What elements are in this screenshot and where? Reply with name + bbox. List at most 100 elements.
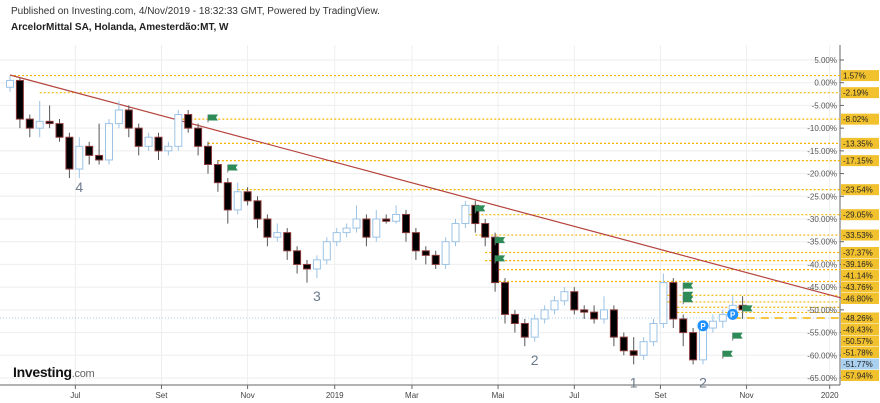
candle-body: [372, 218, 381, 238]
candle: [619, 332, 628, 356]
candle-body: [342, 227, 351, 234]
candle-body: [402, 213, 410, 234]
level-label-bg: [841, 258, 879, 270]
candle-body: [312, 259, 321, 270]
level-label-bg: [841, 281, 879, 293]
flag-icon: [722, 350, 733, 357]
y-tick-label: -15.00%: [807, 147, 837, 156]
candle-body: [530, 318, 539, 338]
candle-body: [144, 136, 153, 147]
candle-body: [520, 322, 529, 338]
candle-body: [85, 145, 94, 156]
level-label-bg: [841, 312, 879, 324]
candle: [213, 159, 222, 192]
y-tick-label: -60.00%: [807, 351, 837, 360]
candle-body: [283, 232, 292, 252]
candle-body: [629, 350, 638, 356]
level-label-bg: [841, 229, 879, 241]
candle-body: [243, 191, 252, 202]
candle: [421, 246, 430, 265]
candle: [510, 309, 519, 333]
candle: [669, 278, 678, 329]
level-label: -2.19%: [843, 89, 868, 98]
level-label: -48.26%: [843, 314, 873, 323]
level-label: -29.05%: [843, 211, 873, 220]
candle-body: [263, 218, 272, 238]
candle: [392, 205, 401, 224]
candle-body: [124, 109, 133, 129]
y-tick-label: -20.00%: [807, 170, 837, 179]
candle: [461, 200, 470, 229]
candle-body: [105, 123, 113, 161]
candle-body: [600, 309, 608, 320]
investing-logo: Investing.com: [13, 364, 95, 380]
level-label-bg: [841, 347, 879, 358]
candle: [144, 132, 153, 151]
x-tick-label: Mai: [492, 391, 505, 400]
candle-body: [213, 163, 222, 184]
candle-body: [164, 145, 173, 152]
candle: [560, 287, 569, 306]
candle: [322, 237, 331, 265]
level-label-bg: [841, 292, 879, 304]
candle: [35, 100, 44, 138]
candle: [312, 255, 321, 279]
candle-body: [55, 123, 64, 138]
candle: [679, 314, 688, 347]
candle-body: [352, 218, 361, 229]
candle-body: [95, 154, 104, 161]
candle-body: [134, 127, 143, 147]
y-tick-label: -65.00%: [807, 374, 837, 383]
x-tick-label: Jul: [70, 391, 80, 400]
candle-body: [15, 79, 24, 120]
candle: [95, 123, 104, 165]
candle: [263, 214, 272, 247]
level-label: -13.35%: [843, 139, 873, 148]
p-marker-icon: [727, 308, 739, 320]
level-label: -41.14%: [843, 271, 873, 280]
candle: [293, 246, 302, 274]
candle: [174, 109, 183, 151]
candle: [609, 305, 618, 347]
candle-body: [560, 291, 569, 302]
candle: [204, 141, 212, 174]
candle-body: [233, 191, 242, 211]
level-label-bg: [841, 87, 879, 99]
logo-suffix: .com: [71, 368, 95, 380]
flag-icon: [208, 114, 218, 121]
flag-icon: [683, 282, 694, 289]
wave-label: 4: [75, 179, 83, 195]
candle: [184, 109, 193, 133]
candle: [303, 259, 311, 283]
level-label-bg: [841, 370, 879, 381]
wave-label: 2: [699, 375, 707, 391]
level-label: -50.57%: [843, 337, 873, 346]
candle-body: [609, 309, 618, 338]
symbol-title: ArcelorMittal SA, Holanda, Amesterdão:MT…: [11, 22, 229, 33]
candle-body: [481, 223, 490, 238]
candle-body: [689, 332, 698, 361]
candle-body: [501, 282, 509, 315]
candle-body: [619, 336, 628, 352]
candle: [431, 250, 440, 269]
candle-body: [194, 127, 203, 147]
candle: [570, 287, 579, 315]
candle: [550, 296, 559, 315]
p-marker-label: P: [730, 310, 736, 319]
candle: [105, 119, 113, 165]
candle: [273, 223, 282, 242]
y-tick-label: -40.00%: [807, 260, 837, 269]
y-tick-label: -5.00%: [812, 101, 837, 110]
candle: [481, 219, 490, 247]
flag-icon: [495, 255, 506, 262]
x-tick-label: 2020: [821, 391, 839, 400]
x-tick-label: Set: [654, 391, 667, 400]
candle-body: [65, 136, 74, 170]
flag-icon: [227, 164, 238, 171]
candle-body: [322, 241, 331, 261]
level-label-bg: [841, 358, 879, 370]
candle: [55, 119, 64, 142]
x-tick-label: Set: [155, 391, 168, 400]
candle: [649, 318, 658, 347]
